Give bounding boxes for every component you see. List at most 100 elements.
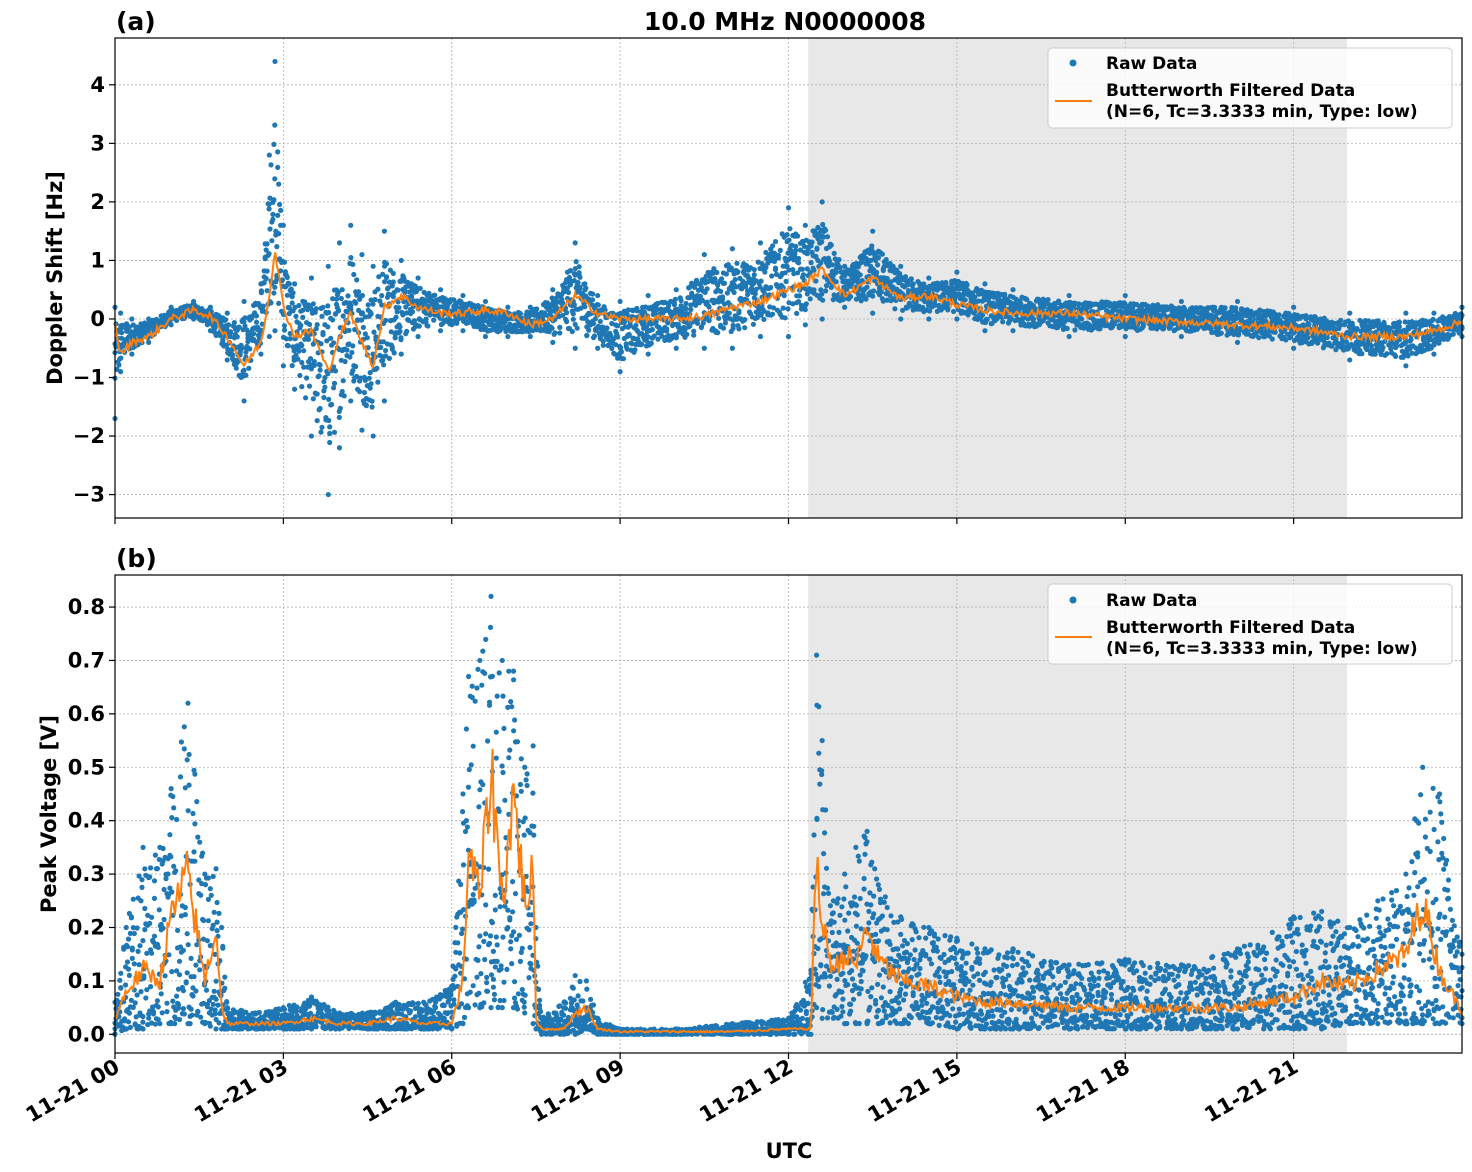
legend-raw-marker-a	[1069, 59, 1077, 67]
raw-data-point	[795, 233, 801, 239]
raw-data-point	[191, 849, 197, 855]
raw-data-point	[202, 882, 209, 888]
raw-data-point	[123, 982, 129, 988]
raw-data-point	[785, 205, 792, 211]
raw-data-point	[197, 967, 203, 973]
raw-data-point	[396, 305, 402, 311]
raw-data-point	[367, 370, 373, 376]
raw-data-point	[864, 284, 870, 290]
raw-data-point	[275, 149, 281, 155]
raw-data-point	[336, 240, 343, 246]
raw-data-point	[367, 385, 373, 391]
raw-data-point	[325, 263, 331, 269]
raw-data-point	[706, 304, 712, 310]
raw-data-point	[726, 310, 732, 316]
raw-data-point	[124, 959, 131, 965]
raw-data-point	[356, 307, 362, 313]
raw-data-point	[241, 319, 247, 325]
raw-data-point	[550, 339, 556, 345]
raw-data-point	[389, 283, 395, 289]
raw-data-point	[381, 398, 387, 404]
raw-data-point	[368, 381, 374, 387]
raw-data-point	[161, 916, 167, 923]
raw-data-point	[190, 316, 197, 322]
raw-data-point	[311, 362, 317, 368]
raw-data-point	[381, 362, 387, 368]
raw-data-point	[216, 910, 222, 917]
raw-data-point	[403, 304, 409, 310]
raw-data-point	[870, 293, 876, 299]
raw-data-point	[331, 380, 338, 386]
raw-data-point	[359, 427, 365, 433]
raw-data-point	[152, 852, 158, 858]
raw-data-point	[236, 324, 242, 330]
raw-data-point	[833, 279, 839, 285]
raw-data-point	[382, 279, 388, 285]
raw-data-point	[281, 323, 288, 329]
raw-data-point	[762, 269, 768, 275]
raw-data-point	[818, 287, 824, 293]
raw-data-point	[1076, 301, 1082, 307]
raw-data-point	[247, 346, 253, 352]
raw-data-point	[359, 310, 365, 316]
raw-data-point	[155, 1004, 161, 1010]
raw-data-point	[1393, 353, 1399, 359]
raw-data-point	[751, 267, 757, 273]
raw-data-point	[768, 284, 774, 291]
raw-data-point	[115, 991, 121, 997]
raw-data-point	[394, 309, 400, 315]
raw-data-point	[398, 335, 404, 341]
raw-data-point	[337, 405, 343, 411]
raw-data-point	[377, 298, 383, 304]
raw-data-point	[712, 276, 718, 282]
raw-data-point	[307, 356, 314, 362]
raw-data-point	[1396, 319, 1402, 325]
raw-data-point	[168, 854, 174, 860]
raw-data-point	[730, 325, 736, 331]
raw-data-point	[883, 257, 889, 263]
raw-data-point	[1122, 292, 1128, 299]
raw-data-point	[390, 279, 396, 285]
raw-data-point	[193, 988, 199, 994]
raw-data-point	[1269, 336, 1275, 342]
raw-data-point	[716, 315, 722, 321]
raw-data-point	[372, 296, 378, 303]
raw-data-point	[729, 345, 735, 351]
raw-data-point	[751, 272, 757, 278]
raw-data-point	[277, 201, 283, 208]
raw-data-point	[370, 263, 376, 269]
raw-data-point	[267, 195, 273, 201]
raw-data-point	[374, 365, 380, 371]
raw-data-point	[134, 992, 140, 998]
raw-data-point	[346, 327, 352, 333]
raw-data-point	[139, 884, 145, 891]
raw-data-point	[342, 328, 348, 335]
raw-data-point	[326, 309, 332, 316]
raw-data-point	[863, 296, 869, 302]
raw-data-point	[875, 262, 881, 268]
raw-data-point	[264, 268, 270, 274]
raw-data-point	[432, 292, 438, 298]
raw-data-point	[409, 293, 415, 299]
raw-data-point	[286, 281, 292, 287]
raw-data-point	[964, 282, 970, 288]
raw-data-point	[549, 325, 555, 331]
raw-data-point	[150, 1011, 157, 1017]
raw-data-point	[301, 348, 307, 354]
raw-data-point	[910, 281, 916, 287]
raw-data-point	[119, 330, 125, 336]
raw-data-point	[347, 354, 353, 360]
raw-data-point	[181, 724, 187, 730]
raw-data-point	[848, 294, 854, 300]
raw-data-point	[276, 300, 282, 306]
raw-data-point	[573, 259, 579, 265]
raw-data-point	[170, 998, 176, 1004]
raw-data-point	[295, 356, 301, 362]
raw-data-point	[370, 301, 376, 307]
raw-data-point	[415, 333, 421, 340]
raw-data-point	[151, 933, 158, 939]
raw-data-series-a	[112, 58, 1465, 498]
raw-data-point	[794, 310, 800, 316]
raw-data-point	[142, 927, 148, 933]
raw-data-point	[769, 273, 775, 279]
